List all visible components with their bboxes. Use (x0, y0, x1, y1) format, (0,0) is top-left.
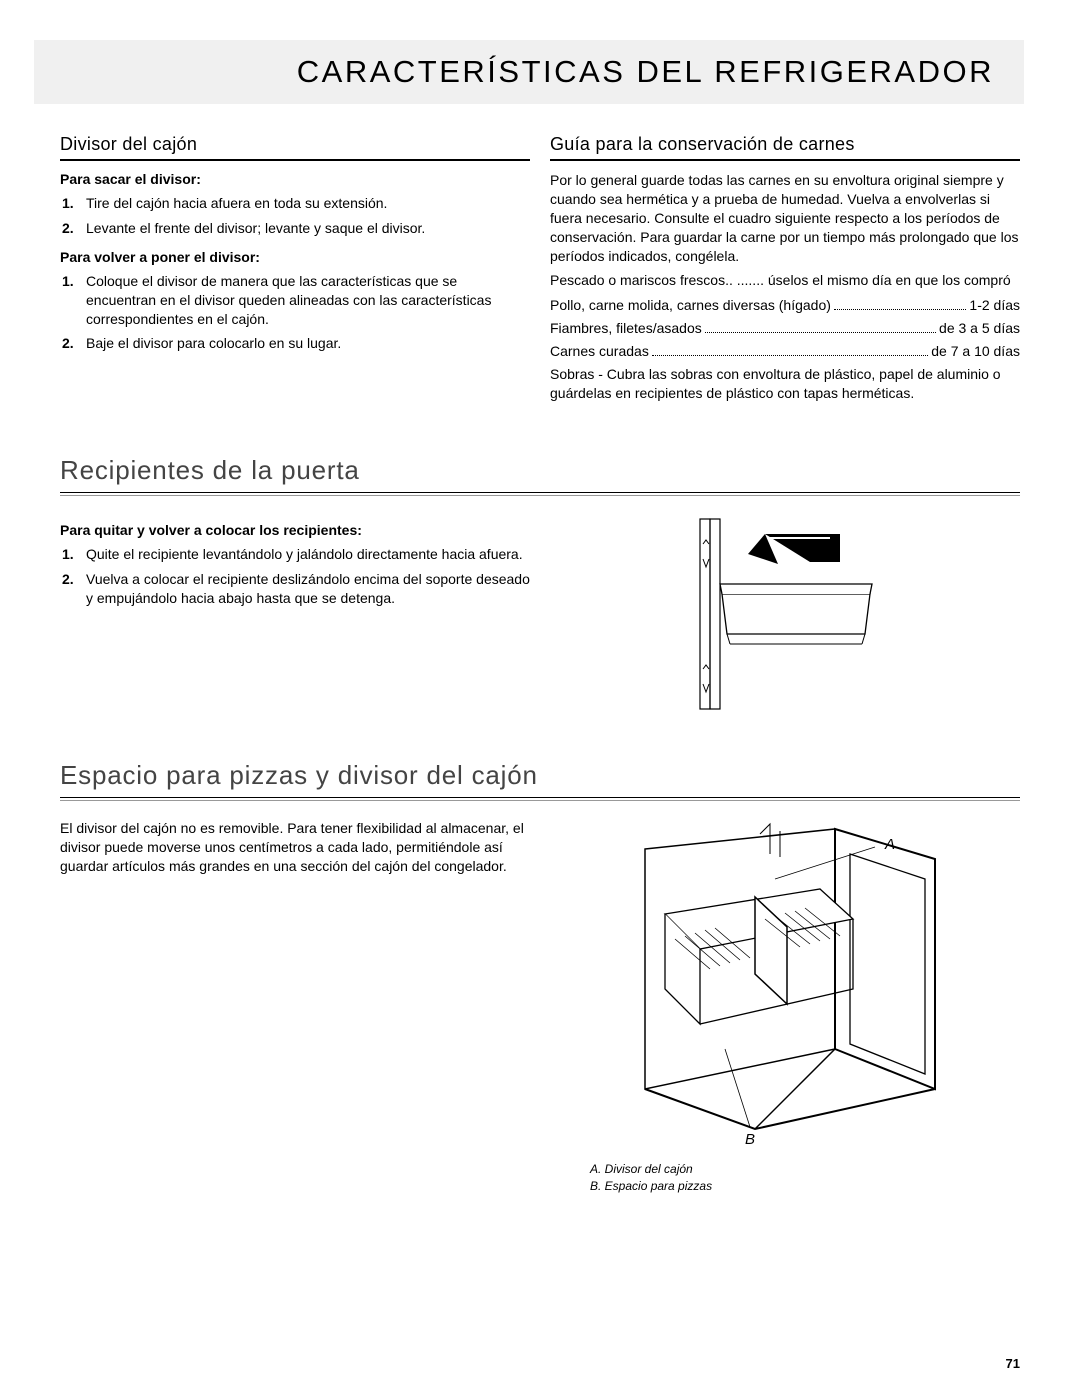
door-bins-columns: Para quitar y volver a colocar los recip… (60, 514, 1020, 714)
pizza-title: Espacio para pizzas y divisor del cajón (60, 760, 1020, 791)
pizza-body: El divisor del cajón no es removible. Pa… (60, 819, 530, 876)
list-item: Coloque el divisor de manera que las car… (60, 269, 530, 332)
door-bin-illustration-col (550, 514, 1020, 714)
list-item: Tire del cajón hacia afuera en toda su e… (60, 191, 530, 216)
meat-row-lead: Fiambres, filetes/asados (550, 319, 702, 338)
replace-steps: Coloque el divisor de manera que las car… (60, 269, 530, 357)
label-b: B (745, 1131, 755, 1148)
meat-row-1: Pollo, carne molida, carnes diversas (hí… (550, 296, 1020, 315)
pizza-columns: El divisor del cajón no es removible. Pa… (60, 819, 1020, 1195)
page-title: CARACTERÍSTICAS DEL REFRIGERADOR (114, 54, 994, 90)
door-bins-title: Recipientes de la puerta (60, 455, 1020, 486)
meat-guide-outro: Sobras - Cubra las sobras con envoltura … (550, 365, 1020, 403)
meat-guide-heading: Guía para la conservación de carnes (550, 134, 1020, 161)
illustration-caption: A. Divisor del cajón B. Espacio para piz… (590, 1161, 712, 1195)
list-item: Levante el frente del divisor; levante y… (60, 216, 530, 241)
remove-steps: Tire del cajón hacia afuera en toda su e… (60, 191, 530, 241)
pizza-text: El divisor del cajón no es removible. Pa… (60, 819, 530, 882)
replace-label: Para volver a poner el divisor: (60, 249, 530, 265)
meat-guide-intro: Por lo general guarde todas las carnes e… (550, 171, 1020, 265)
caption-b: B. Espacio para pizzas (590, 1178, 712, 1195)
meat-row-tail: 1-2 días (969, 296, 1020, 315)
door-bin-illustration (670, 514, 900, 714)
divisor-heading: Divisor del cajón (60, 134, 530, 161)
title-bar: CARACTERÍSTICAS DEL REFRIGERADOR (34, 40, 1024, 104)
list-item: Baje el divisor para colocarlo en su lug… (60, 331, 530, 356)
section-rule (60, 797, 1020, 801)
meat-row-3: Carnes curadas de 7 a 10 días (550, 342, 1020, 361)
list-item: Vuelva a colocar el recipiente deslizánd… (60, 567, 530, 611)
section-rule (60, 492, 1020, 496)
page-number: 71 (1006, 1356, 1020, 1371)
top-columns: Divisor del cajón Para sacar el divisor:… (60, 134, 1020, 409)
meat-row-0: Pescado o mariscos frescos.. ....... úse… (550, 271, 1020, 290)
caption-a: A. Divisor del cajón (590, 1161, 712, 1178)
meat-row-tail: de 3 a 5 días (939, 319, 1020, 338)
right-column: Guía para la conservación de carnes Por … (550, 134, 1020, 409)
meat-row-lead: Carnes curadas (550, 342, 649, 361)
label-a: A (884, 836, 895, 853)
meat-row-lead: Pollo, carne molida, carnes diversas (hí… (550, 296, 831, 315)
remove-label: Para sacar el divisor: (60, 171, 530, 187)
bins-label: Para quitar y volver a colocar los recip… (60, 522, 530, 538)
freezer-drawer-illustration: A B (605, 819, 965, 1149)
meat-row-2: Fiambres, filetes/asados de 3 a 5 días (550, 319, 1020, 338)
meat-row-tail: úselos el mismo día en que los compró (768, 272, 1011, 288)
meat-row-lead: Pescado o mariscos frescos.. (550, 272, 733, 288)
list-item: Quite el recipiente levantándolo y jalán… (60, 542, 530, 567)
door-bins-text: Para quitar y volver a colocar los recip… (60, 514, 530, 714)
bins-steps: Quite el recipiente levantándolo y jalán… (60, 542, 530, 611)
pizza-illustration-col: A B A. Divisor del cajón B. Espacio para… (550, 819, 1020, 1195)
meat-row-tail: de 7 a 10 días (931, 342, 1020, 361)
left-column: Divisor del cajón Para sacar el divisor:… (60, 134, 530, 409)
